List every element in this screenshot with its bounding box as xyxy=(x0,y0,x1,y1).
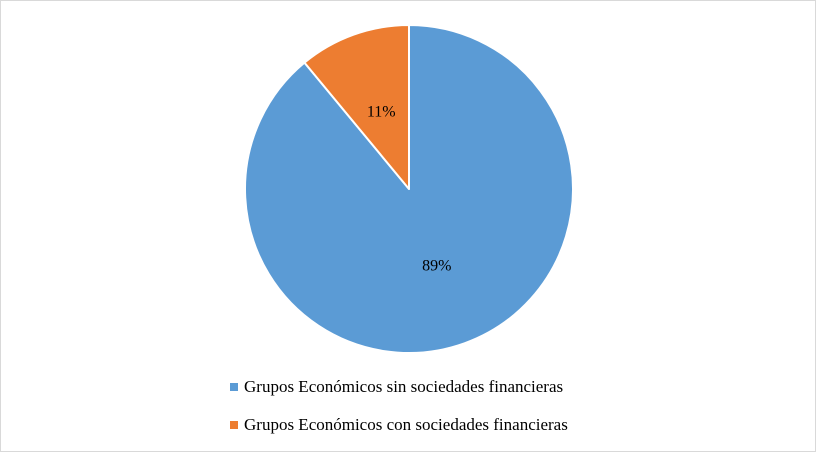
slice-label-sin-sociedades: 89% xyxy=(422,258,451,275)
legend-label-con-sociedades: Grupos Económicos con sociedades financi… xyxy=(244,415,568,434)
legend-swatch-sin-sociedades xyxy=(230,383,238,391)
legend: Grupos Económicos sin sociedades financi… xyxy=(230,375,568,451)
legend-swatch-con-sociedades xyxy=(230,421,238,429)
legend-label-sin-sociedades: Grupos Económicos sin sociedades financi… xyxy=(244,377,564,396)
slice-label-con-sociedades: 11% xyxy=(367,103,396,120)
pie-slice-con-sociedades xyxy=(303,24,410,190)
legend-item-con-sociedades: Grupos Económicos con sociedades financi… xyxy=(230,413,568,437)
legend-item-sin-sociedades: Grupos Económicos sin sociedades financi… xyxy=(230,375,568,399)
